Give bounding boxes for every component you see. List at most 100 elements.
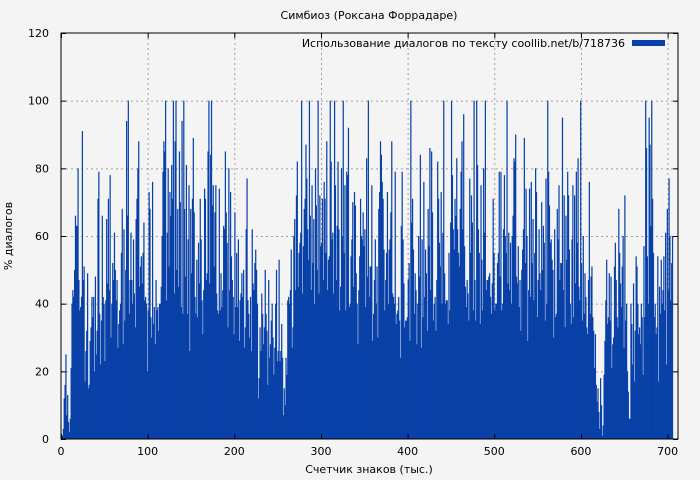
bar — [450, 222, 452, 439]
bar — [666, 208, 668, 439]
bar — [97, 198, 99, 439]
bar — [353, 192, 356, 439]
bar — [422, 317, 424, 439]
bar — [126, 215, 129, 439]
bar — [264, 269, 266, 439]
bar — [665, 232, 667, 439]
bar — [132, 303, 134, 439]
bar — [100, 320, 103, 439]
bar — [578, 286, 580, 439]
bar — [632, 364, 634, 439]
bar — [88, 384, 90, 439]
bar — [404, 327, 406, 439]
bar — [232, 296, 234, 439]
bar — [205, 279, 207, 439]
bar — [483, 232, 486, 439]
bar — [108, 290, 110, 439]
bar — [116, 279, 118, 439]
bar — [273, 374, 275, 439]
bar — [619, 283, 622, 439]
bar — [177, 286, 180, 439]
bar — [314, 168, 317, 439]
bar — [132, 239, 135, 439]
bar — [315, 205, 317, 439]
bar — [493, 252, 495, 439]
bar — [497, 252, 499, 439]
bar — [529, 296, 532, 439]
bar — [420, 347, 422, 439]
bar — [346, 175, 349, 439]
bar — [254, 263, 256, 439]
bar — [421, 239, 423, 439]
bar — [295, 195, 298, 439]
bar — [384, 310, 386, 439]
bar — [411, 222, 413, 439]
bar — [134, 327, 136, 439]
bar — [444, 273, 446, 439]
bar — [463, 114, 465, 439]
bar — [449, 310, 451, 439]
bar — [91, 296, 93, 439]
bar — [301, 100, 303, 440]
bar — [255, 249, 257, 439]
bar — [80, 307, 82, 439]
bar — [667, 290, 669, 439]
bar — [209, 283, 211, 439]
bar — [428, 246, 430, 439]
bar — [547, 100, 549, 440]
bar — [630, 303, 632, 439]
bar — [653, 317, 655, 439]
y-tick-label: 40 — [35, 298, 49, 311]
bar — [614, 242, 616, 439]
bar — [323, 181, 325, 439]
bar — [609, 320, 611, 439]
bar — [496, 303, 498, 439]
bar — [103, 303, 105, 439]
bar — [561, 263, 563, 439]
bar — [487, 279, 489, 439]
bar — [554, 229, 556, 439]
bar — [267, 384, 269, 439]
bar — [431, 151, 433, 440]
bar — [170, 215, 172, 439]
y-axis-title: % диалогов — [2, 202, 15, 270]
bar — [525, 188, 527, 439]
bar — [515, 134, 517, 439]
bar — [392, 296, 395, 439]
bar — [596, 401, 598, 439]
bar — [291, 347, 293, 439]
bar — [203, 290, 205, 439]
bar — [70, 367, 72, 439]
bar — [357, 344, 359, 439]
bar — [207, 151, 209, 440]
bar — [543, 242, 545, 439]
bar — [663, 256, 665, 439]
bar — [243, 347, 246, 439]
bar — [277, 351, 279, 439]
bar — [574, 195, 576, 439]
bar — [67, 395, 69, 439]
bar — [294, 290, 297, 439]
bar — [477, 229, 480, 439]
bar — [196, 259, 198, 439]
bar — [253, 290, 255, 439]
bar — [69, 418, 71, 439]
bar — [288, 296, 290, 439]
bar — [94, 276, 97, 439]
bar — [225, 212, 227, 439]
bar — [290, 249, 292, 439]
bar — [138, 141, 140, 439]
bar — [168, 266, 170, 439]
bar — [649, 144, 651, 439]
bar — [464, 286, 467, 439]
bar — [454, 198, 456, 439]
bar — [369, 266, 371, 439]
bar — [468, 320, 470, 439]
bar — [239, 300, 241, 439]
bar — [249, 296, 252, 439]
x-tick-label: 700 — [657, 445, 678, 458]
bar — [418, 276, 421, 439]
bar — [661, 303, 663, 439]
bar — [585, 296, 587, 439]
